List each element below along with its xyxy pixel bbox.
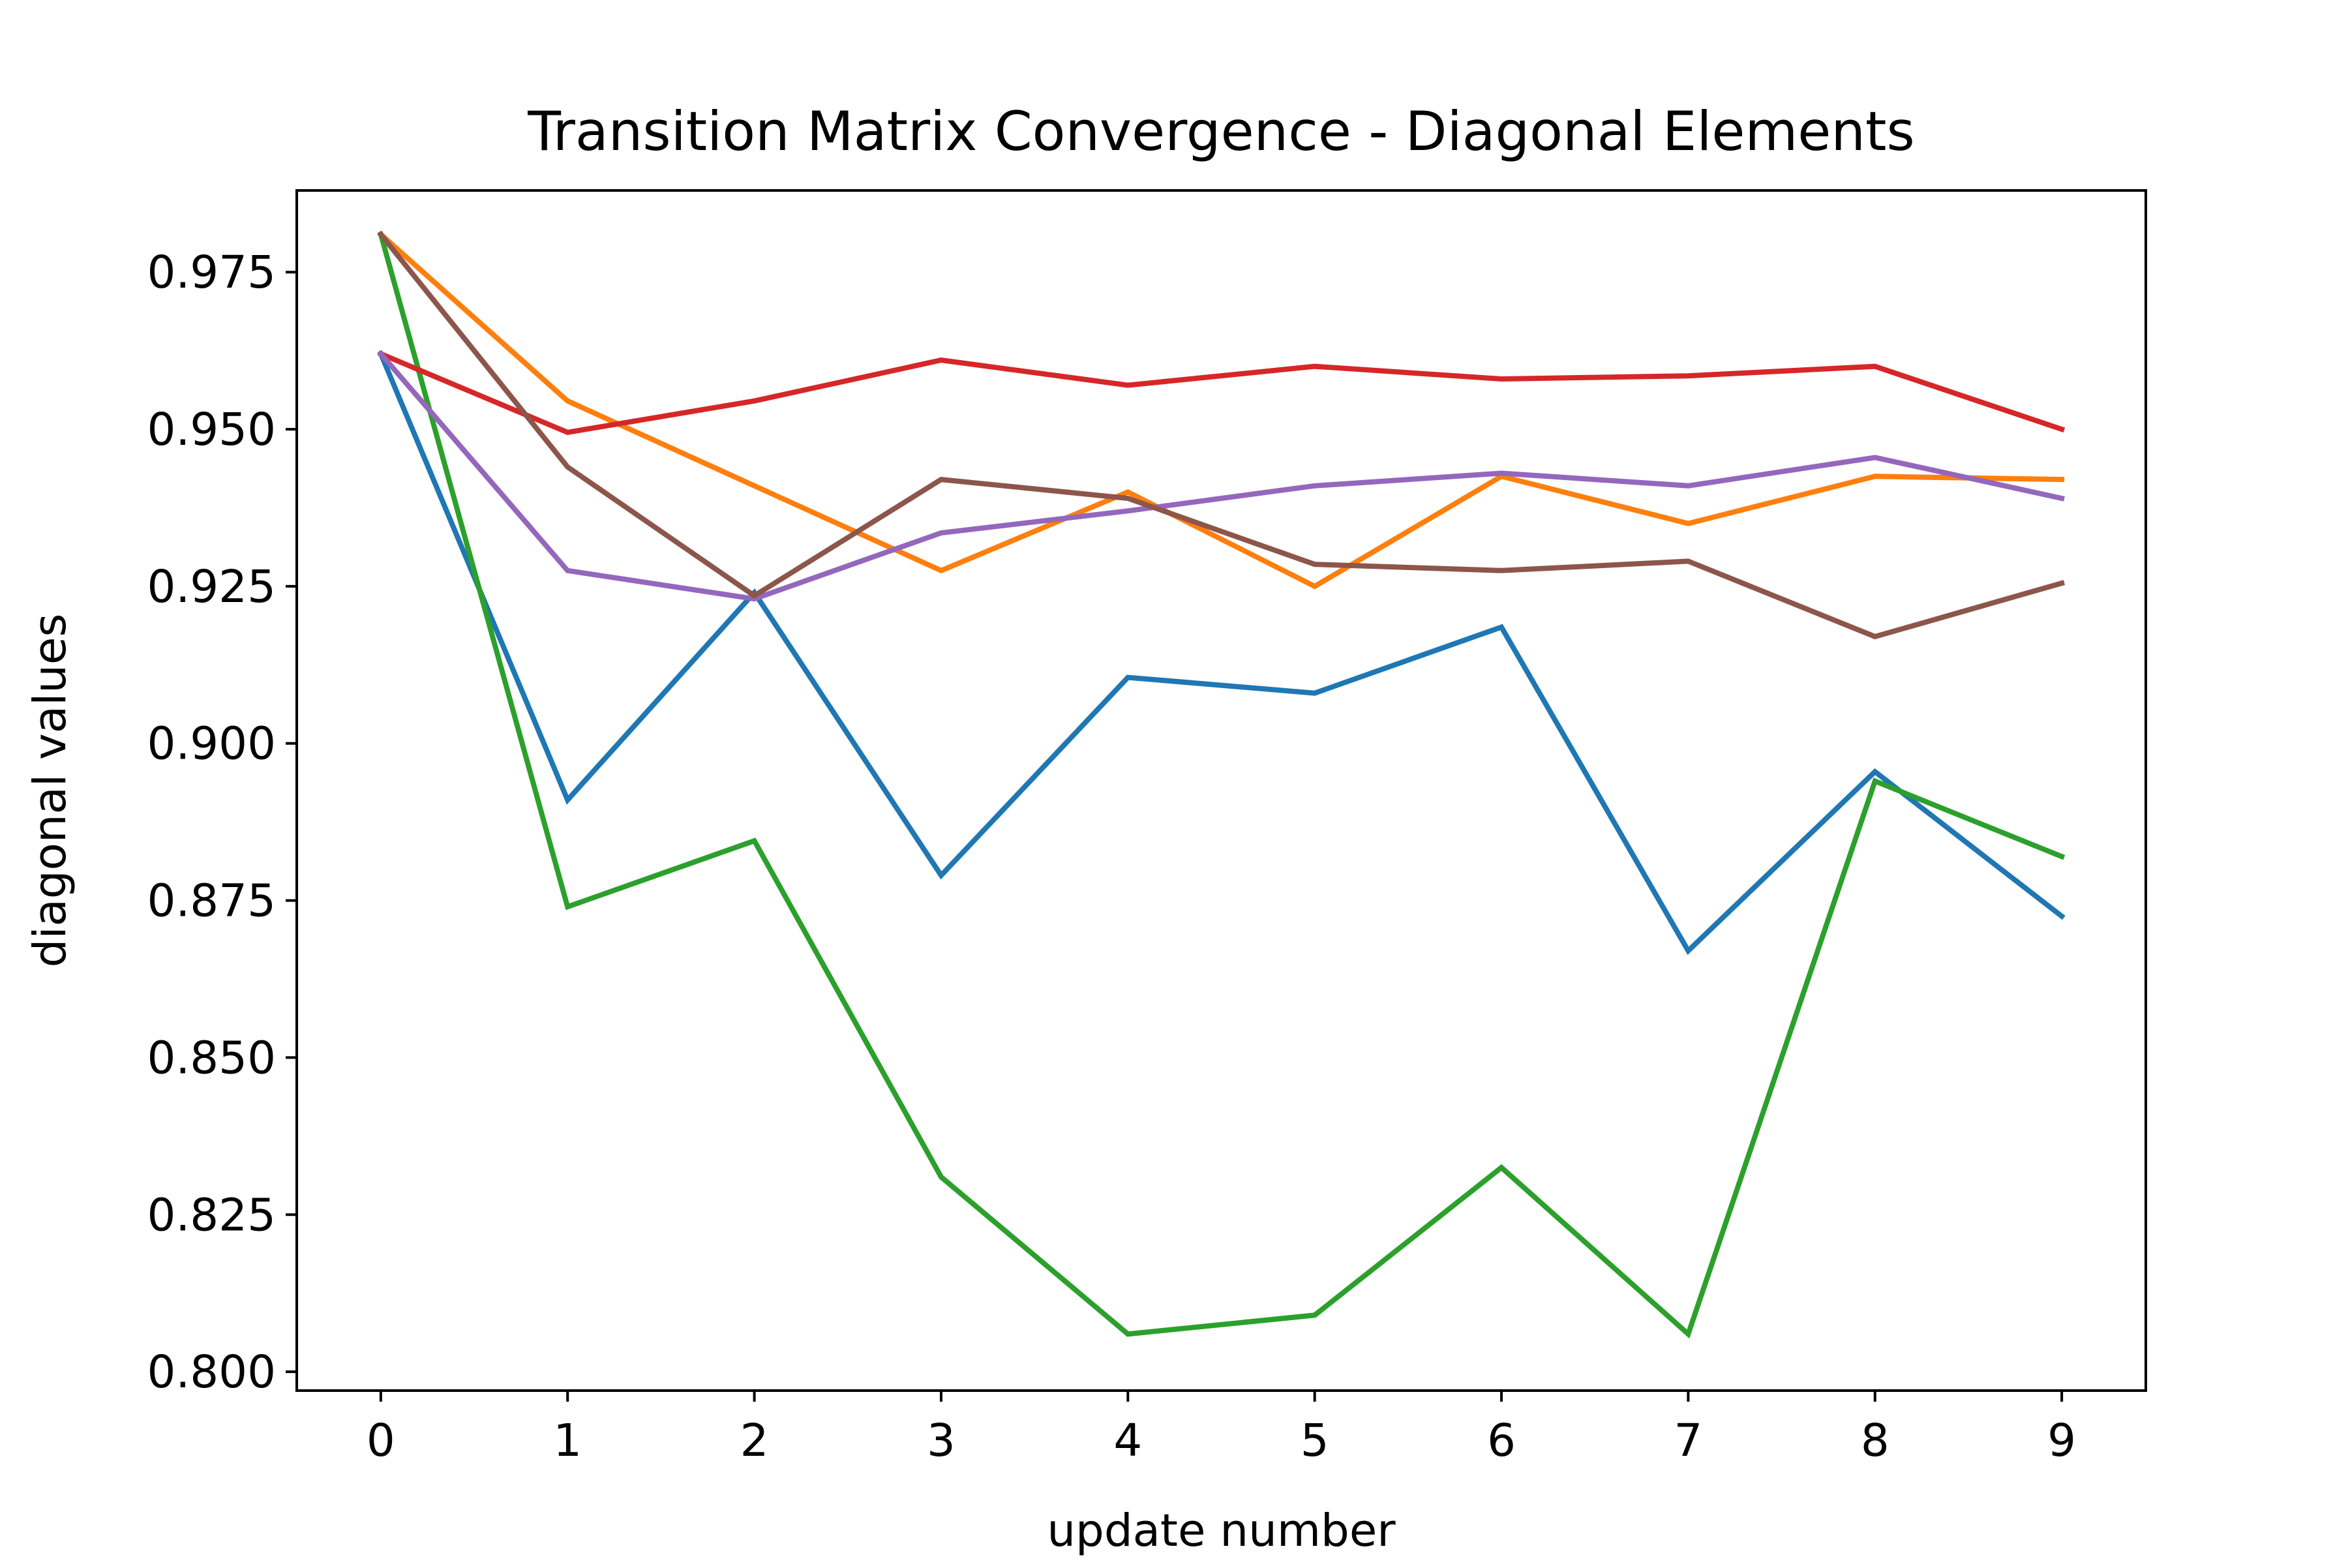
y-axis-label: diagonal values [24,614,76,968]
series-layer [377,230,2066,1339]
x-tick-label: 8 [1861,1415,1889,1467]
y-tick-label: 0.975 [147,247,276,299]
x-axis-label: update number [1047,1505,1396,1557]
series-4-line [377,350,2066,436]
y-tick-label: 0.825 [147,1189,276,1241]
y-axis-ticks: 0.800 0.825 0.850 0.875 0.900 0.925 0.950 0.975 [147,247,297,1398]
x-tick-label: 6 [1487,1415,1516,1467]
x-tick-label: 9 [2047,1415,2076,1467]
x-tick-label: 5 [1301,1415,1329,1467]
series-3-line [377,231,2066,1339]
y-tick-label: 0.875 [147,875,276,927]
x-tick-label: 1 [553,1415,582,1467]
x-tick-label: 0 [367,1415,395,1467]
x-tick-label: 2 [740,1415,769,1467]
chart-title: Transition Matrix Convergence - Diagonal… [527,100,1915,163]
y-tick-label: 0.900 [147,718,276,770]
series-5-line [377,350,2065,602]
plot-area-frame [295,189,2147,1392]
series-1-line [377,350,2066,956]
x-tick-label: 7 [1674,1415,1702,1467]
series-2-line [377,230,2065,590]
x-tick-label: 3 [927,1415,956,1467]
y-tick-label: 0.800 [147,1346,276,1398]
series-6-line [377,230,2066,640]
y-tick-label: 0.950 [147,404,276,456]
x-tick-label: 4 [1113,1415,1142,1467]
x-axis-ticks: 0 1 2 3 4 5 6 7 8 9 [367,1391,2076,1467]
y-tick-label: 0.925 [147,561,276,613]
y-tick-label: 0.850 [147,1032,276,1084]
